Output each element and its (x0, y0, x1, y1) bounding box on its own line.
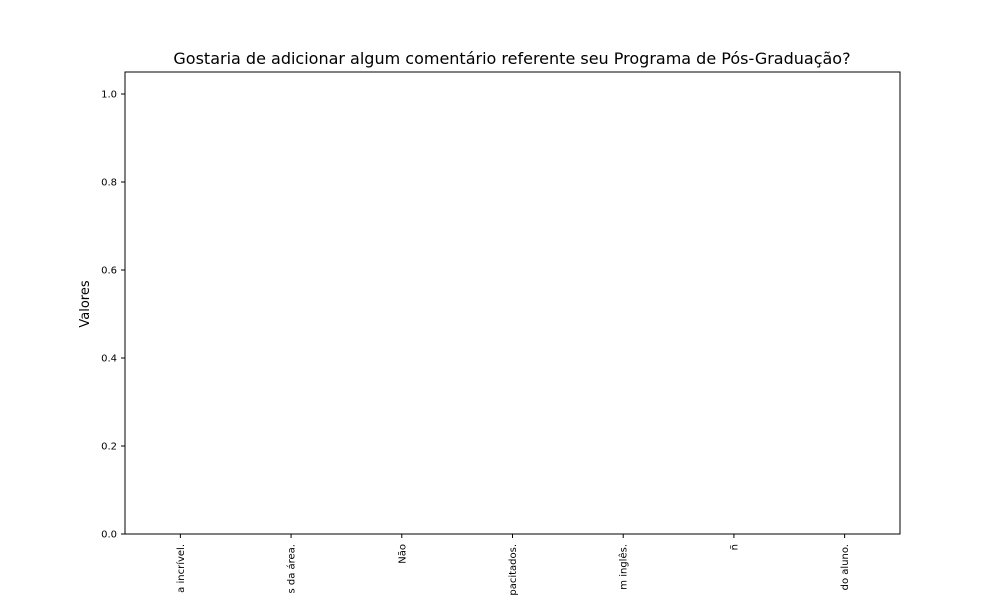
y-tick-label: 0.6 (101, 266, 117, 277)
y-tick-label: 0.2 (101, 442, 117, 453)
y-tick-label: 0.0 (101, 530, 117, 541)
x-tick-label: ñ (729, 544, 740, 550)
x-tick-label: pacitados. (508, 544, 519, 596)
y-tick-label: 1.0 (101, 90, 117, 101)
plot-area (124, 71, 901, 535)
x-tick-label: s da área. (286, 544, 298, 594)
y-tick-label: 0.8 (101, 178, 117, 189)
y-tick-label: 0.4 (101, 354, 117, 365)
y-axis: 0.0 0.2 0.4 0.6 0.8 1.0 (101, 90, 125, 541)
x-tick-label: a incrível. (175, 544, 187, 593)
chart-title: Gostaria de adicionar algum comentário r… (173, 49, 850, 68)
x-tick-label: Não (397, 544, 408, 564)
y-axis-label: Valores (78, 280, 93, 327)
x-tick-label: m inglês. (618, 544, 630, 590)
x-axis: a incrível. s da área. Não pacitados. m ingl… (175, 534, 851, 596)
x-tick-label: do aluno. (840, 544, 851, 590)
